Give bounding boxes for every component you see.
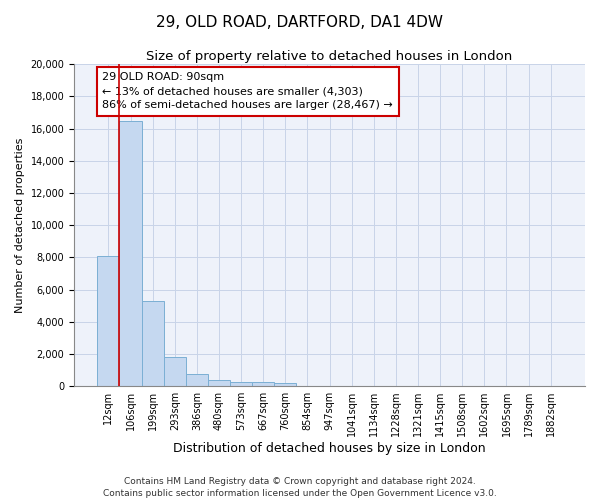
Bar xyxy=(119,120,142,386)
Bar xyxy=(230,382,252,386)
X-axis label: Distribution of detached houses by size in London: Distribution of detached houses by size … xyxy=(173,442,486,455)
Bar xyxy=(142,301,164,386)
Title: Size of property relative to detached houses in London: Size of property relative to detached ho… xyxy=(146,50,513,63)
Bar xyxy=(208,380,230,386)
Y-axis label: Number of detached properties: Number of detached properties xyxy=(15,138,25,313)
Text: 29, OLD ROAD, DARTFORD, DA1 4DW: 29, OLD ROAD, DARTFORD, DA1 4DW xyxy=(157,15,443,30)
Bar xyxy=(186,374,208,386)
Bar xyxy=(164,357,186,386)
Bar xyxy=(97,256,119,386)
Text: Contains HM Land Registry data © Crown copyright and database right 2024.
Contai: Contains HM Land Registry data © Crown c… xyxy=(103,476,497,498)
Bar xyxy=(274,383,296,386)
Text: 29 OLD ROAD: 90sqm
← 13% of detached houses are smaller (4,303)
86% of semi-deta: 29 OLD ROAD: 90sqm ← 13% of detached hou… xyxy=(102,72,393,110)
Bar xyxy=(252,382,274,386)
